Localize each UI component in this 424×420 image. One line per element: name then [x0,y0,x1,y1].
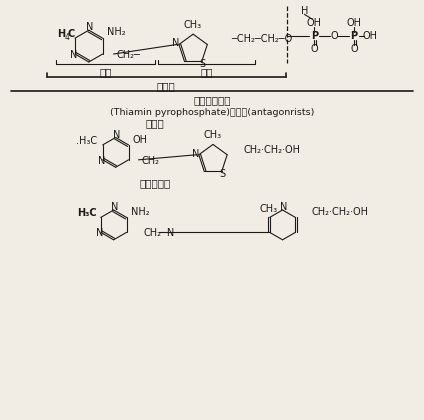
Text: N: N [70,50,78,60]
Text: N: N [192,149,200,159]
Text: NH₂: NH₂ [107,27,126,37]
Text: 硫胺素: 硫胺素 [157,81,176,91]
Text: H: H [301,6,308,16]
Text: .H₃C: .H₃C [76,136,98,146]
Text: P: P [351,31,357,41]
Text: CH₂·CH₂·OH: CH₂·CH₂·OH [312,207,368,218]
Text: N: N [280,202,287,212]
Text: N: N [98,156,106,166]
Text: N: N [113,129,120,139]
Text: O: O [310,44,318,54]
Text: 噻唑: 噻唑 [200,67,213,77]
Text: H₃C: H₃C [77,208,97,218]
Text: S: S [200,59,206,69]
Text: CH₃: CH₃ [183,20,201,30]
Text: C: C [67,29,75,39]
Text: N: N [111,202,118,212]
Text: 羟基硫胺素: 羟基硫胺素 [140,178,171,188]
Text: CH₂─N: CH₂─N [143,228,175,238]
Text: CH₃: CH₃ [259,204,278,213]
Text: OH: OH [363,31,377,41]
Text: OH: OH [133,135,148,145]
Text: OH: OH [307,18,322,28]
Text: 拮抗物: 拮抗物 [146,118,165,129]
Text: H: H [57,29,65,39]
Text: ─CH₂─CH₂─O: ─CH₂─CH₂─O [232,34,293,45]
Text: OH: OH [346,18,362,28]
Text: 焦磷酸硫胺素: 焦磷酸硫胺素 [193,95,231,105]
Text: CH₂: CH₂ [142,156,159,166]
Text: N: N [96,228,103,238]
Text: NH₂: NH₂ [131,207,150,218]
Text: S: S [220,169,226,179]
Text: O: O [350,44,358,54]
Text: 4: 4 [65,33,70,42]
Text: O: O [330,31,338,41]
Text: N: N [86,22,94,32]
Text: (Thiamin pyrophosphate)拮抗物(antagonrists): (Thiamin pyrophosphate)拮抗物(antagonrists) [110,108,314,117]
Text: CH₂·CH₂·OH: CH₂·CH₂·OH [243,145,300,155]
Text: P: P [311,31,318,41]
Text: N: N [172,39,180,48]
Text: CH₃: CH₃ [204,131,222,141]
Text: 吡啶: 吡啶 [100,67,112,77]
Text: CH₂─: CH₂─ [117,50,140,60]
